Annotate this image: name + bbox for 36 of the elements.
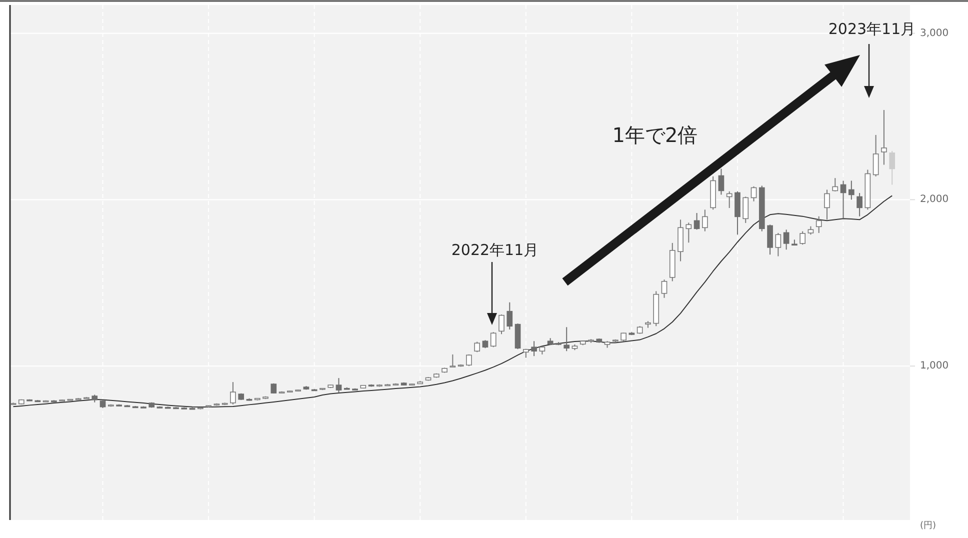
candlestick xyxy=(490,332,496,348)
candlestick xyxy=(230,382,236,405)
candlestick xyxy=(800,230,806,246)
candlestick xyxy=(775,232,782,257)
candlestick xyxy=(718,168,724,196)
candlestick xyxy=(832,178,838,192)
candlestick xyxy=(840,180,846,220)
candlestick xyxy=(856,192,862,217)
candlestick xyxy=(686,222,692,244)
candlestick xyxy=(702,209,708,232)
candlestick xyxy=(564,326,570,352)
candlestick xyxy=(889,150,896,186)
candlestick xyxy=(872,134,879,177)
y-tick-label: 2,000 xyxy=(920,194,949,206)
candlestick xyxy=(694,212,700,230)
y-axis-title: (円) xyxy=(920,521,936,531)
candlestick xyxy=(816,216,822,234)
candlestick xyxy=(514,322,521,350)
candlestick xyxy=(848,180,854,200)
candlestick xyxy=(678,219,684,262)
annotation: 2023年11月 xyxy=(828,20,916,38)
candlestick xyxy=(531,340,537,357)
candlestick xyxy=(881,109,887,166)
candlestick xyxy=(767,224,773,256)
y-tick-label: 1,000 xyxy=(920,360,949,372)
annotation: 2022年11月 xyxy=(451,241,539,259)
candlestick xyxy=(734,190,740,236)
candlestick xyxy=(661,279,668,298)
line-series xyxy=(12,195,893,408)
annotation: 1年で2倍 xyxy=(612,123,698,147)
candlestick xyxy=(474,341,480,353)
candlestick xyxy=(783,229,790,250)
candlestick xyxy=(498,314,504,335)
y-tick-label: 3,000 xyxy=(920,28,949,39)
candlestick xyxy=(336,378,342,393)
candlestick xyxy=(506,302,513,330)
